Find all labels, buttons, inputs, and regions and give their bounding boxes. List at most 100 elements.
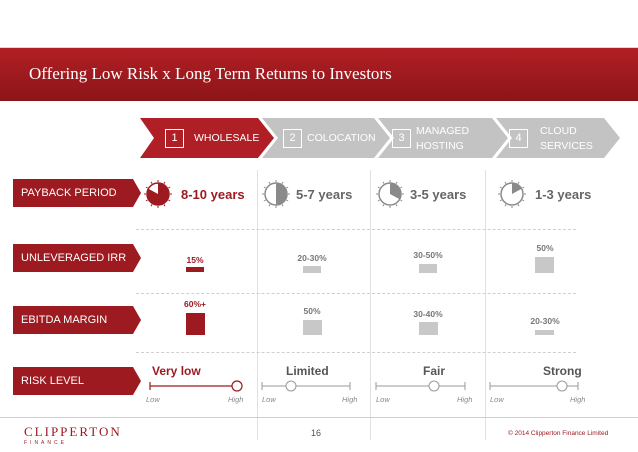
ebitda-bar (419, 322, 438, 335)
step-1-chevron[interactable] (140, 118, 274, 158)
top-divider (0, 47, 638, 48)
step-3-label-line1: MANAGED (416, 125, 470, 137)
clock-tick (395, 181, 398, 184)
irr-bar (186, 267, 204, 272)
clipperton-logo-sub: FINANCE (24, 440, 67, 446)
footer-divider (0, 417, 638, 418)
clock-tick (499, 186, 502, 189)
clock-1 (144, 180, 172, 208)
risk-high-label: High (570, 395, 586, 404)
step-3-chevron[interactable] (378, 118, 508, 158)
risk-slider-1 (149, 380, 243, 392)
step-2-chevron[interactable] (262, 118, 390, 158)
payback-value: 3-5 years (410, 187, 467, 202)
ebitda-bar (303, 320, 322, 335)
row-label-payback: PAYBACK PERIOD (13, 179, 141, 207)
risk-slider-4 (489, 380, 579, 392)
risk-knob (231, 380, 243, 392)
payback-value: 1-3 years (535, 187, 592, 202)
step-2-number: 2 (283, 129, 302, 148)
clock-tick (522, 199, 525, 202)
clock-tick (522, 186, 525, 189)
clock-fill (512, 183, 522, 194)
row-label-risk: RISK LEVEL (13, 367, 141, 395)
step-1-label: WHOLESALE (194, 132, 260, 144)
risk-value: Very low (152, 364, 201, 378)
risk-scale (149, 380, 579, 392)
clock-tick (499, 199, 502, 202)
row-divider (136, 229, 576, 230)
step-1-number: 1 (165, 129, 184, 148)
slide-title: Offering Low Risk x Long Term Returns to… (29, 64, 392, 83)
clock-icon (144, 180, 172, 208)
step-4-number: 4 (509, 129, 528, 148)
clock-tick (281, 204, 284, 207)
clock-tick (400, 186, 403, 189)
clock-tick (286, 186, 289, 189)
clock-tick (145, 186, 148, 189)
clock-tick (163, 181, 166, 184)
row-label-irr: UNLEVERAGED IRR (13, 244, 141, 272)
clock-tick (163, 204, 166, 207)
risk-value: Fair (423, 364, 446, 378)
ebitda-value: 50% (303, 306, 321, 316)
ebitda-bar (186, 313, 205, 335)
risk-low-label: Low (146, 395, 160, 404)
clock-tick (268, 181, 271, 184)
clock-fill (147, 183, 169, 205)
risk-low-label: Low (490, 395, 504, 404)
clock-tick (286, 199, 289, 202)
clock-tick (382, 181, 385, 184)
risk-low-label: Low (376, 395, 390, 404)
risk-knob (428, 380, 440, 392)
irr-value: 15% (186, 255, 204, 265)
payback-value: 8-10 years (181, 187, 245, 202)
risk-high-label: High (457, 395, 473, 404)
step-4-chevron[interactable] (496, 118, 620, 158)
clock-tick (504, 181, 507, 184)
risk-value: Strong (543, 364, 582, 378)
clock-tick (150, 181, 153, 184)
risk-slider-2 (261, 380, 351, 392)
clock-3 (376, 180, 404, 208)
payback-value: 5-7 years (296, 187, 353, 202)
ebitda-bar (535, 330, 554, 335)
process-steps (140, 118, 620, 158)
copyright-text: © 2014 Clipperton Finance Limited (508, 430, 609, 437)
step-4-label-line1: CLOUD (540, 125, 577, 137)
clock-fill (390, 183, 401, 200)
step-3-number: 3 (392, 129, 411, 148)
risk-knob (285, 380, 297, 392)
step-3-label-line2: HOSTING (416, 140, 464, 152)
clock-tick (145, 199, 148, 202)
clock-tick (268, 204, 271, 207)
step-2-label: COLOCATION (307, 132, 376, 144)
title-banner: Offering Low Risk x Long Term Returns to… (0, 48, 638, 101)
clock-tick (504, 204, 507, 207)
clock-tick (281, 181, 284, 184)
risk-value: Limited (286, 364, 329, 378)
row-divider (136, 293, 576, 294)
irr-bar (419, 264, 437, 273)
clock-tick (377, 186, 380, 189)
clock-tick (263, 186, 266, 189)
clock-tick (395, 204, 398, 207)
page-number: 16 (311, 428, 322, 438)
step-4-label-line2: SERVICES (540, 140, 593, 152)
irr-value: 50% (536, 243, 554, 253)
column-divider (370, 170, 371, 440)
ebitda-value: 30-40% (413, 309, 443, 319)
clock-tick (517, 204, 520, 207)
risk-high-label: High (228, 395, 244, 404)
irr-bar (303, 266, 321, 273)
clock-tick (168, 186, 171, 189)
clock-icon (498, 180, 526, 208)
clock-4 (498, 180, 526, 208)
clock-tick (382, 204, 385, 207)
clipperton-logo: CLIPPERTON (24, 424, 122, 439)
irr-value: 20-30% (297, 253, 327, 263)
risk-high-label: High (342, 395, 358, 404)
row-divider (136, 352, 576, 353)
clock-icon (262, 180, 290, 208)
ebitda-value: 60%+ (184, 299, 206, 309)
